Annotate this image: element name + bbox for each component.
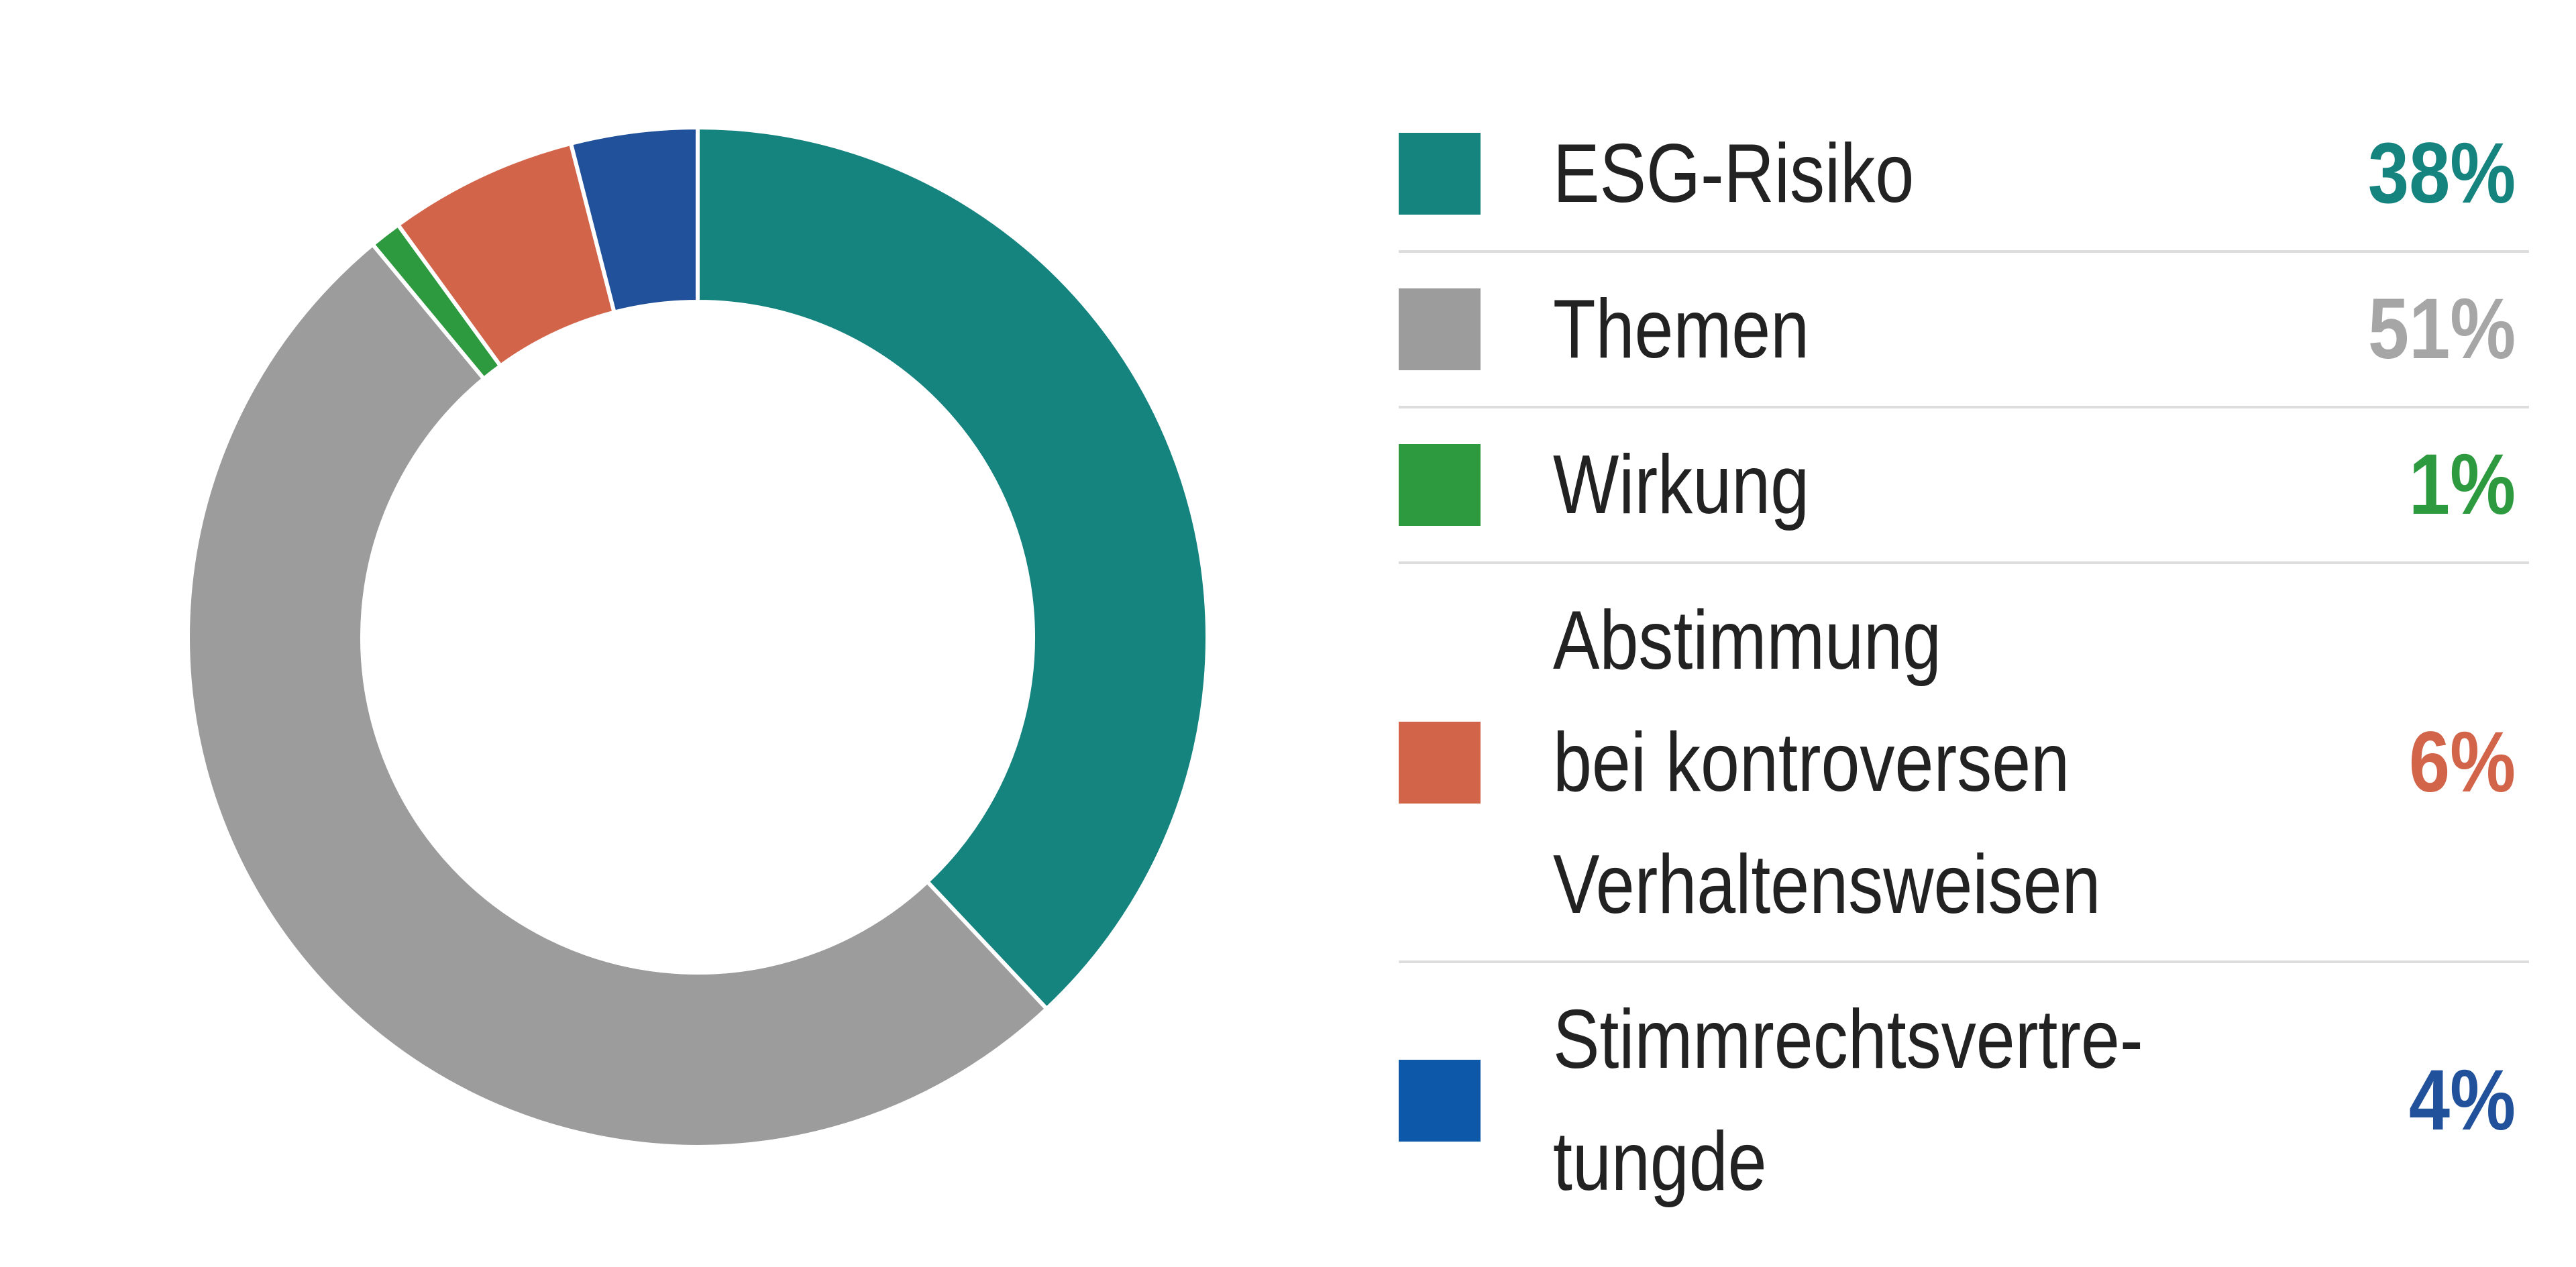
legend-item: Themen 51% bbox=[1399, 253, 2529, 408]
legend-swatch bbox=[1399, 288, 1481, 370]
legend-label-line: bei kontroversen bbox=[1553, 716, 2070, 809]
legend-label-line: tungde bbox=[1553, 1115, 1767, 1208]
legend-value: 51% bbox=[2367, 281, 2516, 377]
legend-label-line: Wirkung bbox=[1553, 439, 1810, 531]
legend-label-line: ESG-Risiko bbox=[1553, 127, 1915, 220]
legend-item: Abstimmung bei kontroversen Verhaltensweis… bbox=[1399, 564, 2529, 963]
legend-value: 38% bbox=[2367, 125, 2516, 221]
legend-item: Wirkung 1% bbox=[1399, 408, 2529, 564]
donut-chart bbox=[186, 125, 1210, 1149]
legend-value: 1% bbox=[2408, 437, 2516, 533]
legend-label: Themen bbox=[1553, 268, 2182, 390]
chart-legend: ESG-Risiko 38% Themen 51% Wirkung 1% Abstimmun… bbox=[1399, 97, 2529, 1237]
donut-slice-1 bbox=[696, 125, 1210, 1012]
donut-slice-5 bbox=[568, 125, 700, 315]
legend-label: Wirkung bbox=[1553, 424, 2182, 546]
legend-label: Stimmrechtsvertre-tungde bbox=[1553, 979, 2182, 1223]
legend-swatch bbox=[1399, 721, 1481, 804]
legend-swatch bbox=[1399, 444, 1481, 526]
legend-label: Abstimmung bei kontroversen Verhaltensweis… bbox=[1553, 580, 2182, 946]
donut-slice-2 bbox=[186, 241, 1050, 1149]
legend-item: ESG-Risiko 38% bbox=[1399, 97, 2529, 253]
legend-value: 4% bbox=[2408, 1052, 2516, 1148]
legend-label-line: Themen bbox=[1553, 283, 1810, 376]
legend-label-line: Abstimmung bbox=[1553, 594, 1941, 687]
legend-swatch bbox=[1399, 1059, 1481, 1142]
legend-swatch bbox=[1399, 133, 1481, 215]
legend-label-line: Stimmrechtsvertre- bbox=[1553, 993, 2143, 1086]
legend-value: 6% bbox=[2408, 714, 2516, 810]
legend-item: Stimmrechtsvertre-tungde 4% bbox=[1399, 963, 2529, 1237]
legend-label-line: Verhaltensweisen bbox=[1553, 838, 2101, 931]
legend-label: ESG-Risiko bbox=[1553, 113, 2182, 235]
